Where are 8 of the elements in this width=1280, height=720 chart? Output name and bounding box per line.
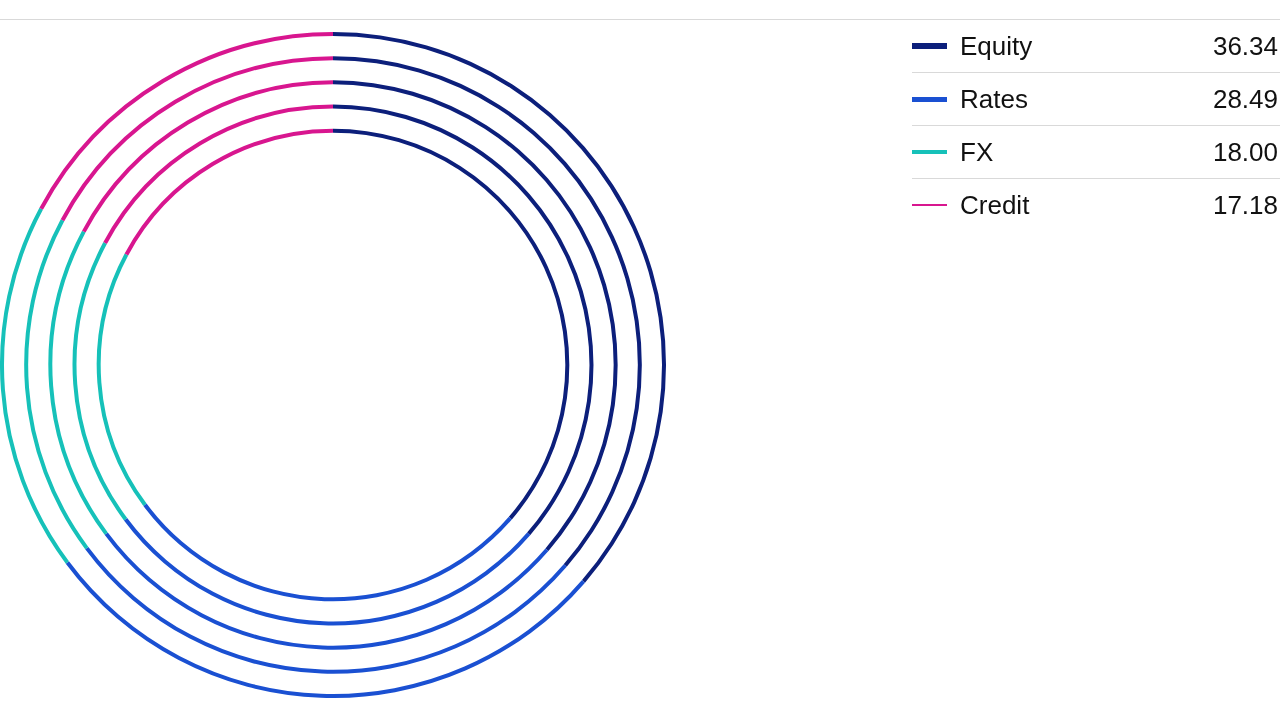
data-label: 17.18: [1212, 189, 1279, 221]
data-label: 36.34: [1212, 30, 1279, 62]
data-label: 28.49: [1212, 83, 1279, 115]
legend-label: Equity: [960, 30, 1034, 62]
data-label: 18.00: [1212, 136, 1279, 168]
legend-label: Rates: [960, 83, 1029, 115]
legend-label: Credit: [960, 189, 1031, 221]
legend-label: FX: [960, 136, 995, 168]
